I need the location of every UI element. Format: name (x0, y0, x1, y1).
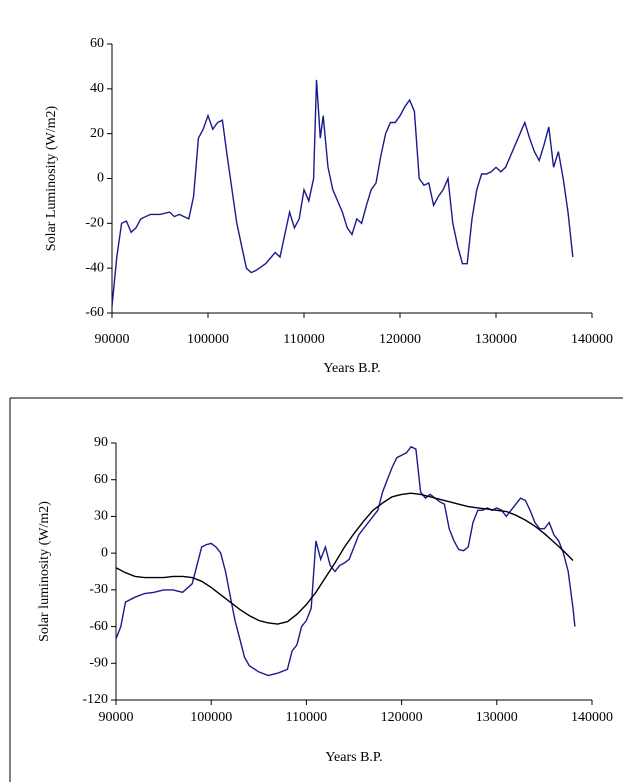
data-line (115, 492, 574, 625)
x-tick-label: 130000 (476, 710, 518, 725)
y-tick-label: -40 (85, 260, 104, 275)
x-axis-label: Years B.P. (325, 750, 382, 765)
y-axis-label: Solar luminosity (W/m2) (37, 501, 52, 642)
y-tick-label: -60 (85, 305, 104, 320)
y-tick-label: 40 (90, 81, 104, 96)
data-line (115, 445, 576, 677)
x-tick-label: 120000 (381, 710, 423, 725)
y-tick-label: -120 (82, 692, 108, 707)
x-tick-label: 90000 (95, 332, 130, 347)
x-tick-label: 100000 (187, 332, 229, 347)
x-tick-label: 140000 (571, 710, 613, 725)
y-tick-label: 0 (97, 171, 104, 186)
y-tick-label: 90 (94, 435, 108, 450)
y-axis-label: Solar Luminosity (W/m2) (44, 105, 59, 251)
x-tick-label: 140000 (571, 332, 613, 347)
data-line (111, 79, 574, 307)
x-axis-label: Years B.P. (323, 361, 380, 376)
y-tick-label: 0 (101, 545, 108, 560)
y-tick-label: -30 (89, 582, 108, 597)
y-tick-label: -90 (89, 656, 108, 671)
y-tick-label: 60 (90, 36, 104, 51)
y-tick-label: 20 (90, 126, 104, 141)
x-tick-label: 120000 (379, 332, 421, 347)
x-tick-label: 100000 (190, 710, 232, 725)
y-tick-label: -20 (85, 216, 104, 231)
x-tick-label: 90000 (99, 710, 134, 725)
y-tick-label: 30 (94, 509, 108, 524)
x-tick-label: 110000 (283, 332, 324, 347)
y-tick-label: -60 (89, 619, 108, 634)
x-tick-label: 110000 (286, 710, 327, 725)
y-tick-label: 60 (94, 472, 108, 487)
x-tick-label: 130000 (475, 332, 517, 347)
